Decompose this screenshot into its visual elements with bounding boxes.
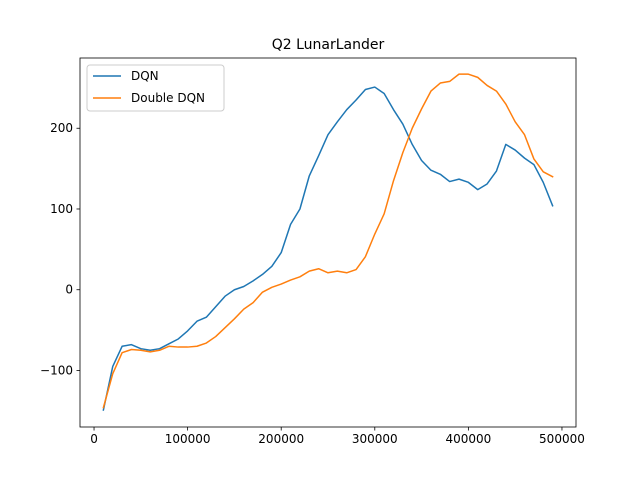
chart-title: Q2 LunarLander (272, 37, 385, 53)
legend-label-0: DQN (131, 69, 159, 83)
y-tick-label: 0 (65, 283, 73, 297)
y-tick-label: −100 (40, 363, 73, 377)
y-tick-label: 100 (50, 202, 73, 216)
plot-area: 0 100000 200000 300000 400000 500000 −100 0 100 2… (40, 57, 585, 446)
series-line-0 (102, 86, 554, 411)
x-tick-label: 400000 (445, 432, 491, 446)
x-tick-label: 500000 (539, 432, 585, 446)
x-tick-label: 0 (90, 432, 98, 446)
x-tick-label: 300000 (352, 432, 398, 446)
legend-label-1: Double DQN (131, 91, 205, 105)
axes-frame (79, 57, 577, 428)
x-tick-label: 200000 (258, 432, 304, 446)
legend-box (86, 64, 225, 112)
y-tick-label: 200 (50, 121, 73, 135)
x-tick-label: 100000 (165, 432, 211, 446)
series-line-1 (102, 73, 554, 409)
